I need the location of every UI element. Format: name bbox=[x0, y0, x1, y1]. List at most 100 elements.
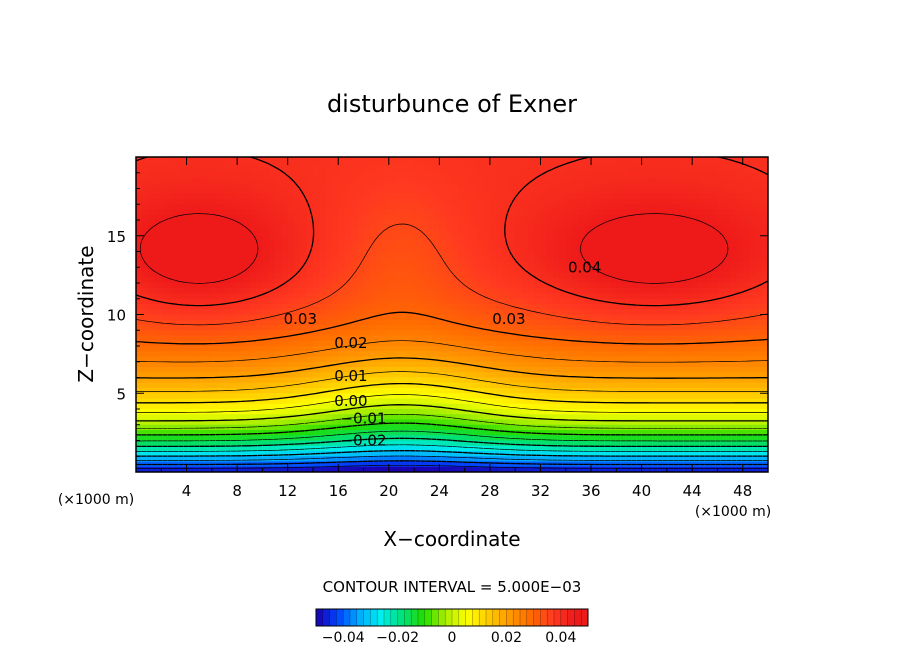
field-cell bbox=[565, 272, 573, 279]
field-cell bbox=[249, 246, 257, 253]
field-cell bbox=[382, 346, 390, 352]
field-cell bbox=[673, 235, 681, 242]
field-cell bbox=[572, 162, 579, 169]
field-cell bbox=[344, 372, 352, 379]
field-cell bbox=[192, 288, 200, 295]
field-cell bbox=[553, 283, 561, 289]
field-cell bbox=[350, 298, 358, 305]
field-cell bbox=[521, 398, 529, 405]
field-cell bbox=[616, 393, 624, 400]
field-cell bbox=[704, 377, 712, 384]
field-cell bbox=[205, 188, 213, 195]
field-cell bbox=[470, 241, 478, 247]
field-cell bbox=[546, 304, 554, 310]
field-cell bbox=[161, 188, 169, 195]
field-cell bbox=[622, 162, 630, 169]
field-cell bbox=[167, 178, 175, 184]
field-cell bbox=[578, 209, 586, 216]
field-cell bbox=[325, 225, 333, 232]
field-cell bbox=[660, 335, 668, 342]
field-cell bbox=[173, 335, 181, 342]
field-cell bbox=[470, 193, 478, 200]
field-cell bbox=[281, 409, 289, 415]
field-cell bbox=[376, 157, 384, 163]
field-cell bbox=[407, 403, 415, 410]
field-cell bbox=[660, 414, 668, 421]
field-cell bbox=[603, 346, 611, 352]
field-cell bbox=[331, 403, 339, 410]
field-cell bbox=[136, 414, 143, 421]
field-cell bbox=[142, 382, 150, 389]
field-cell bbox=[256, 235, 263, 242]
field-cell bbox=[628, 188, 636, 195]
field-cell bbox=[407, 188, 415, 195]
field-cell bbox=[628, 214, 636, 221]
field-cell bbox=[287, 288, 295, 295]
field-cell bbox=[142, 346, 150, 352]
field-cell bbox=[262, 288, 270, 295]
field-cell bbox=[199, 230, 207, 237]
field-cell bbox=[647, 377, 655, 384]
field-cell bbox=[154, 267, 162, 274]
field-cell bbox=[192, 414, 200, 421]
field-cell bbox=[262, 393, 270, 400]
field-cell bbox=[243, 193, 251, 200]
field-cell bbox=[597, 335, 605, 342]
field-cell bbox=[306, 283, 314, 289]
field-cell bbox=[388, 214, 396, 221]
field-cell bbox=[603, 235, 611, 242]
field-cell bbox=[249, 388, 257, 394]
field-cell bbox=[433, 157, 440, 163]
field-cell bbox=[218, 199, 226, 205]
field-cell bbox=[711, 241, 719, 247]
field-cell bbox=[205, 298, 213, 305]
field-cell bbox=[546, 288, 554, 295]
field-cell bbox=[338, 372, 346, 379]
field-cell bbox=[761, 361, 768, 368]
field-cell bbox=[433, 241, 440, 247]
field-cell bbox=[755, 319, 763, 326]
field-cell bbox=[306, 382, 314, 389]
field-cell bbox=[489, 382, 497, 389]
field-cell bbox=[458, 325, 466, 331]
field-cell bbox=[452, 183, 459, 190]
field-cell bbox=[142, 298, 150, 305]
field-cell bbox=[647, 304, 655, 310]
field-cell bbox=[736, 188, 744, 195]
field-cell bbox=[603, 393, 611, 400]
field-cell bbox=[553, 235, 561, 242]
field-cell bbox=[325, 157, 333, 163]
field-cell bbox=[306, 298, 314, 305]
field-cell bbox=[584, 183, 592, 190]
field-cell bbox=[673, 382, 681, 389]
field-cell bbox=[578, 220, 586, 226]
field-cell bbox=[186, 225, 194, 232]
field-cell bbox=[717, 409, 725, 415]
field-cell bbox=[218, 178, 226, 184]
field-cell bbox=[161, 367, 169, 373]
field-cell bbox=[679, 204, 687, 211]
field-cell bbox=[414, 356, 421, 363]
field-cell bbox=[673, 346, 681, 352]
field-cell bbox=[300, 193, 308, 200]
field-cell bbox=[243, 188, 251, 195]
field-cell bbox=[294, 283, 301, 289]
field-cell bbox=[736, 414, 744, 421]
field-cell bbox=[287, 283, 295, 289]
field-cell bbox=[717, 277, 725, 284]
field-cell bbox=[173, 330, 181, 337]
field-cell bbox=[331, 372, 339, 379]
field-cell bbox=[578, 330, 586, 337]
field-cell bbox=[546, 325, 554, 331]
field-cell bbox=[603, 256, 611, 263]
field-cell bbox=[641, 309, 649, 316]
field-cell bbox=[167, 398, 175, 405]
field-cell bbox=[654, 398, 662, 405]
field-cell bbox=[515, 214, 523, 221]
field-cell bbox=[622, 267, 630, 274]
field-cell bbox=[616, 199, 624, 205]
field-cell bbox=[603, 372, 611, 379]
field-cell bbox=[445, 246, 453, 253]
field-cell bbox=[628, 283, 636, 289]
field-cell bbox=[237, 235, 245, 242]
